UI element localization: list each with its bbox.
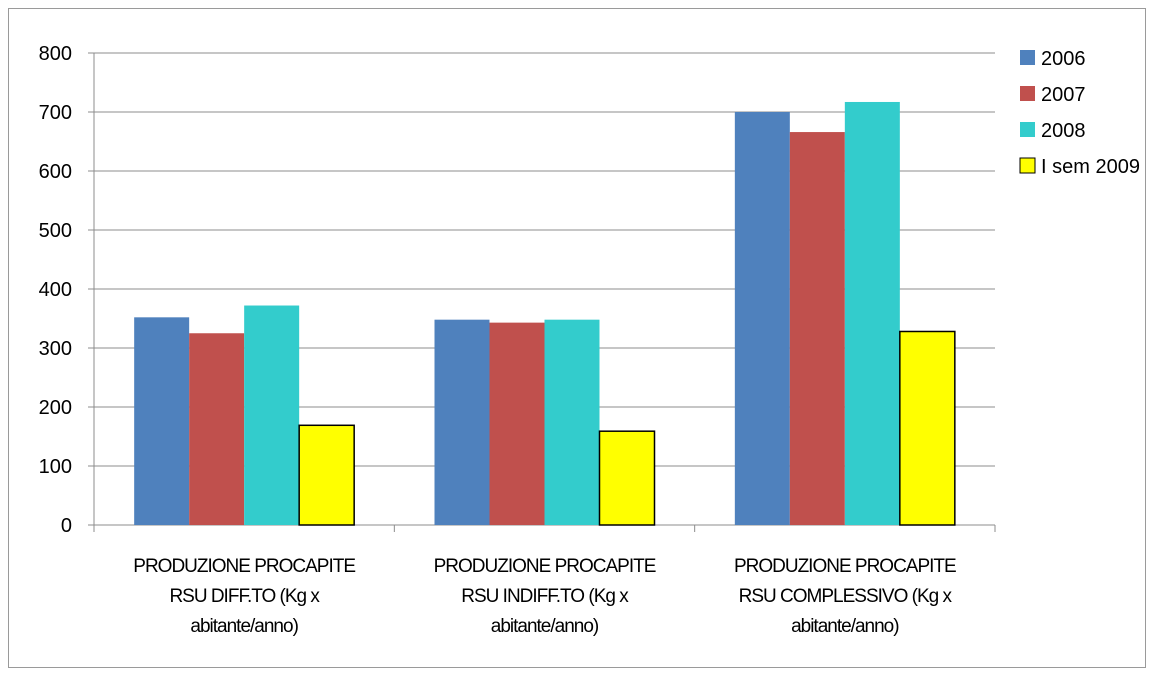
- category-label-line: RSU INDIFF.TO (Kg x: [461, 586, 629, 607]
- category-label-line: abitante/anno): [190, 616, 298, 637]
- y-tick-label: 500: [39, 220, 72, 242]
- category-label-line: RSU COMPLESSIVO (Kg x: [739, 586, 953, 607]
- category-label-line: PRODUZIONE PROCAPITE: [133, 556, 355, 577]
- bar-i-sem-2009-cat-3: [899, 330, 956, 526]
- bar-2007-cat-1: [189, 333, 245, 525]
- bar-2008-cat-1: [244, 305, 300, 525]
- legend-label: 2006: [1041, 48, 1086, 70]
- legend-swatch-2008: [1020, 122, 1035, 137]
- legend-label: 2007: [1041, 84, 1086, 106]
- y-tick-label: 600: [39, 161, 72, 183]
- y-tick-label: 200: [39, 397, 72, 419]
- bar-2007-cat-3: [789, 132, 845, 525]
- bar-2007-cat-2: [489, 322, 545, 525]
- legend-label: I sem 2009: [1041, 156, 1140, 178]
- y-tick-label: 400: [39, 279, 72, 301]
- y-tick-label: 100: [39, 456, 72, 478]
- legend-swatch-2006: [1020, 50, 1035, 65]
- y-tick-label: 0: [61, 515, 72, 537]
- legend-swatch-i-sem-2009: [1019, 157, 1036, 174]
- bar-2006-cat-2: [434, 319, 490, 525]
- bar-2006-cat-3: [734, 112, 790, 525]
- category-label-line: abitante/anno): [491, 616, 599, 637]
- bar-2006-cat-1: [134, 317, 190, 525]
- bar-2008-cat-2: [544, 319, 600, 525]
- legend-swatch-2007: [1020, 86, 1035, 101]
- category-label-line: PRODUZIONE PROCAPITE: [434, 556, 656, 577]
- y-tick-label: 700: [39, 102, 72, 124]
- category-label-line: RSU DIFF.TO (Kg x: [169, 586, 320, 607]
- bar-i-sem-2009-cat-2: [598, 430, 656, 526]
- legend-label: 2008: [1041, 120, 1086, 142]
- bar-i-sem-2009-cat-1: [298, 424, 355, 526]
- y-tick-label: 300: [39, 338, 72, 360]
- bar-2008-cat-3: [844, 101, 900, 525]
- category-label-line: PRODUZIONE PROCAPITE: [734, 556, 956, 577]
- y-tick-label: 800: [39, 43, 72, 65]
- category-label-line: abitante/anno): [791, 616, 899, 637]
